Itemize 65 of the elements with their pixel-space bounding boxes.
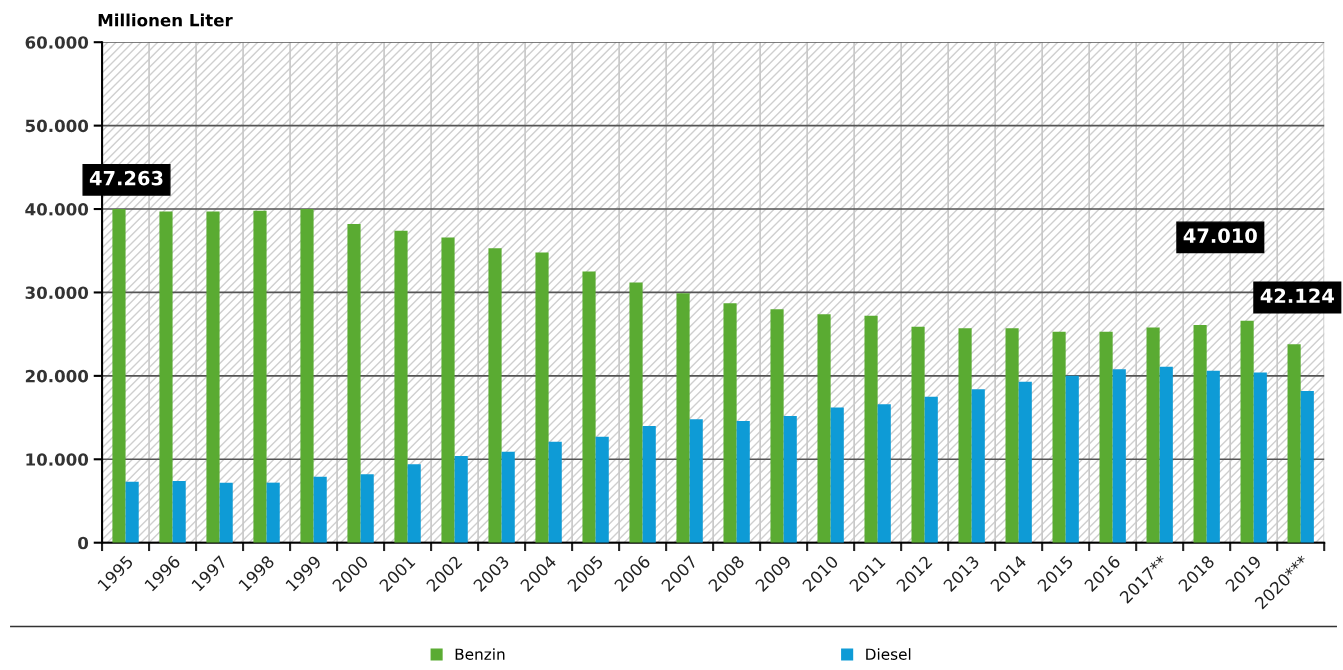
bar	[770, 309, 784, 543]
bar	[1018, 381, 1032, 543]
y-tick-label: 30.000	[25, 286, 89, 300]
bar	[1206, 370, 1220, 543]
bar	[300, 209, 314, 543]
y-tick-label: 20.000	[25, 369, 89, 383]
bar	[1300, 390, 1314, 543]
bar	[548, 441, 562, 543]
y-tick-label: 0	[78, 536, 89, 550]
bar	[689, 419, 703, 543]
bar	[877, 404, 891, 543]
bar	[112, 209, 126, 543]
bar	[783, 415, 797, 543]
bar	[958, 328, 972, 543]
bar	[1159, 366, 1173, 543]
bar	[360, 474, 374, 543]
bar	[817, 314, 831, 543]
bar	[253, 210, 267, 543]
bar	[736, 420, 750, 543]
bar	[629, 282, 643, 543]
bar	[595, 436, 609, 543]
bar	[971, 389, 985, 543]
bar	[1099, 331, 1113, 543]
bar	[1065, 375, 1079, 543]
legend-label: Diesel	[866, 648, 911, 660]
bar	[924, 396, 938, 543]
bar	[501, 451, 515, 543]
bar	[723, 303, 737, 543]
bar	[266, 482, 280, 543]
bar	[1146, 327, 1160, 543]
bar	[313, 476, 327, 543]
bar	[1253, 372, 1267, 543]
bar	[535, 252, 549, 543]
bar	[1052, 331, 1066, 543]
annotation: 47.263	[89, 170, 163, 186]
bar	[347, 224, 361, 543]
y-tick-label: 60.000	[25, 36, 89, 49]
legend-label: Benzin	[455, 648, 505, 660]
bar	[911, 326, 925, 543]
bar	[219, 482, 233, 543]
bar	[1193, 324, 1207, 543]
bar	[1005, 328, 1019, 543]
annotation: 47.010	[1183, 228, 1257, 244]
bar	[1240, 320, 1254, 543]
bar	[172, 480, 186, 543]
bar	[864, 315, 878, 543]
bar	[441, 237, 455, 543]
annotation: 42.124	[1260, 288, 1334, 303]
bar	[488, 248, 502, 543]
y-tick-label: 10.000	[26, 453, 89, 466]
bar	[159, 211, 173, 543]
bar	[1287, 344, 1301, 543]
bar	[394, 230, 408, 543]
bar	[830, 407, 844, 543]
y-tick-label: 50.000	[25, 119, 89, 133]
bar	[125, 481, 139, 543]
bar	[582, 271, 596, 543]
bar	[1112, 369, 1126, 543]
bar	[206, 211, 220, 543]
y-tick-label: 40.000	[25, 203, 89, 216]
bar	[642, 425, 656, 543]
y-axis-title: Millionen Liter	[98, 13, 233, 27]
bar	[454, 455, 468, 543]
bar	[676, 293, 690, 543]
bar	[407, 464, 421, 543]
